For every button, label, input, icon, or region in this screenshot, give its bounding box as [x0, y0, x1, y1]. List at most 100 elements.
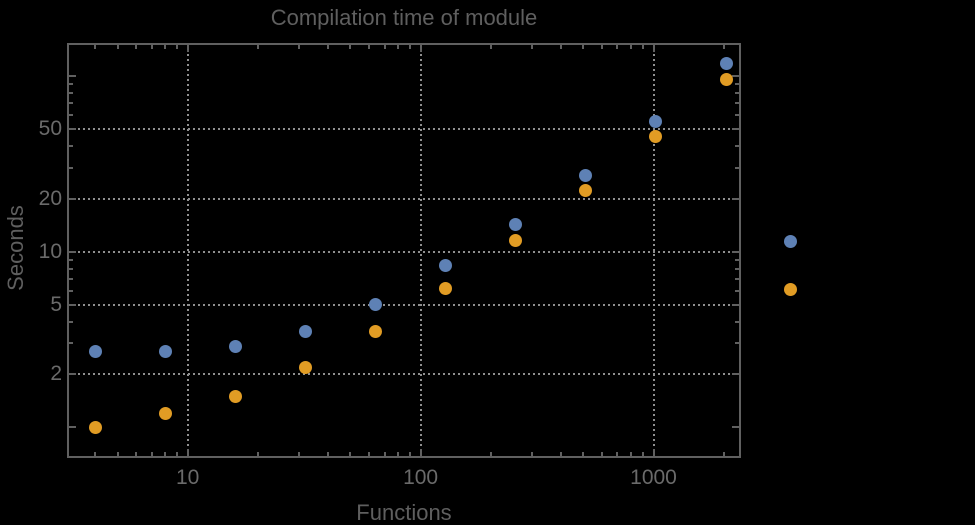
x-tick-top-8 — [164, 45, 167, 49]
x-axis-label: Functions — [356, 500, 452, 525]
y-tick-right-60 — [735, 114, 739, 117]
data-point-blue-x8 — [158, 344, 172, 358]
y-tick-70 — [69, 102, 73, 105]
y-tick-8 — [69, 267, 73, 270]
y-tick-30 — [69, 166, 73, 169]
x-tick-top-10 — [186, 45, 189, 52]
y-tick-1 — [69, 426, 76, 429]
data-point-orange-x512 — [579, 183, 593, 197]
y-tick-right-7 — [735, 277, 739, 280]
x-tick-top-30 — [297, 45, 300, 49]
x-tick-600 — [600, 452, 603, 456]
x-tick-top-2000 — [722, 45, 725, 49]
data-point-orange-x16 — [228, 389, 242, 403]
y-tick-right-3 — [735, 342, 739, 345]
y-tick-40 — [69, 145, 73, 148]
legend-marker-orange — [783, 282, 797, 296]
data-point-blue-x16 — [228, 339, 242, 353]
legend-marker-blue — [783, 234, 797, 248]
data-point-blue-x512 — [579, 169, 593, 183]
y-tick-label-2: 2 — [50, 362, 62, 386]
x-tick-90 — [408, 452, 411, 456]
data-point-orange-x128 — [439, 281, 453, 295]
data-point-blue-x2048 — [719, 57, 733, 71]
x-tick-top-200 — [489, 45, 492, 49]
x-tick-top-300 — [530, 45, 533, 49]
x-tick-top-700 — [616, 45, 619, 49]
x-tick-top-100 — [419, 45, 422, 52]
y-tick-right-9 — [735, 258, 739, 261]
y-tick-right-2 — [732, 373, 739, 376]
y-tick-label-20: 20 — [38, 186, 62, 210]
data-point-orange-x8 — [158, 406, 172, 420]
x-tick-200 — [489, 452, 492, 456]
y-tick-right-20 — [732, 197, 739, 200]
x-tick-20 — [256, 452, 259, 456]
x-tick-10 — [186, 449, 189, 456]
data-point-blue-x128 — [439, 259, 453, 273]
x-tick-top-7 — [150, 45, 153, 49]
x-tick-100 — [419, 449, 422, 456]
y-tick-label-50: 50 — [38, 117, 62, 141]
y-tick-7 — [69, 277, 73, 280]
y-tick-90 — [69, 83, 73, 86]
x-tick-top-80 — [397, 45, 400, 49]
y-tick-label-5: 5 — [50, 292, 62, 316]
data-point-orange-x4 — [88, 420, 102, 434]
x-tick-top-90 — [408, 45, 411, 49]
x-tick-top-4 — [94, 45, 97, 49]
y-tick-right-70 — [735, 102, 739, 105]
y-tick-6 — [69, 289, 73, 292]
y-tick-9 — [69, 258, 73, 261]
y-tick-5 — [69, 303, 76, 306]
gridline-y-20 — [68, 197, 740, 200]
x-tick-40 — [326, 452, 329, 456]
x-tick-400 — [559, 452, 562, 456]
x-tick-1000 — [652, 449, 655, 456]
x-tick-top-50 — [349, 45, 352, 49]
x-tick-800 — [629, 452, 632, 456]
gridline-x-10 — [186, 44, 189, 457]
x-tick-5 — [116, 452, 119, 456]
data-point-orange-x2048 — [719, 72, 733, 86]
x-tick-label-1000: 1000 — [630, 466, 677, 489]
y-tick-20 — [69, 197, 76, 200]
x-tick-top-600 — [600, 45, 603, 49]
data-point-orange-x64 — [368, 325, 382, 339]
plot-frame — [67, 43, 741, 458]
y-tick-right-30 — [735, 166, 739, 169]
x-tick-label-100: 100 — [403, 466, 439, 489]
gridline-y-50 — [68, 128, 740, 131]
y-tick-4 — [69, 320, 73, 323]
x-tick-top-6 — [135, 45, 138, 49]
y-tick-60 — [69, 114, 73, 117]
x-tick-top-40 — [326, 45, 329, 49]
y-tick-label-10: 10 — [38, 239, 62, 263]
x-tick-900 — [641, 452, 644, 456]
data-point-blue-x256 — [509, 217, 523, 231]
y-tick-right-6 — [735, 289, 739, 292]
y-tick-10 — [69, 250, 76, 253]
x-tick-500 — [582, 452, 585, 456]
data-point-orange-x256 — [509, 233, 523, 247]
y-tick-100 — [69, 75, 76, 78]
x-tick-top-800 — [629, 45, 632, 49]
gridline-y-2 — [68, 373, 740, 376]
x-tick-top-5 — [116, 45, 119, 49]
x-tick-top-9 — [176, 45, 179, 49]
y-tick-50 — [69, 128, 76, 131]
x-tick-top-70 — [383, 45, 386, 49]
x-tick-60 — [367, 452, 370, 456]
gridline-x-100 — [419, 44, 422, 457]
y-tick-80 — [69, 92, 73, 95]
x-tick-300 — [530, 452, 533, 456]
gridline-y-5 — [68, 303, 740, 306]
x-tick-label-10: 10 — [176, 466, 200, 489]
x-tick-8 — [164, 452, 167, 456]
x-tick-30 — [297, 452, 300, 456]
x-tick-top-20 — [256, 45, 259, 49]
gridline-x-1000 — [652, 44, 655, 457]
data-point-blue-x64 — [368, 298, 382, 312]
x-tick-top-1000 — [652, 45, 655, 52]
